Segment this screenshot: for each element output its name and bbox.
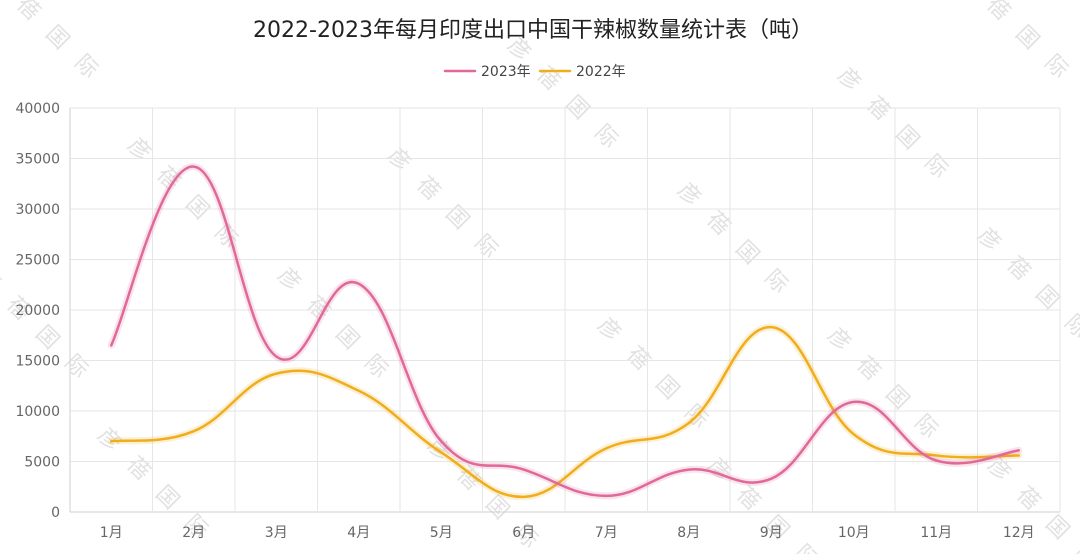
data-point[interactable] — [191, 164, 197, 170]
legend-label: 2022年 — [576, 64, 626, 80]
x-tick-label: 11月 — [920, 525, 952, 541]
data-point[interactable] — [521, 467, 527, 473]
x-tick-label: 8月 — [677, 525, 700, 541]
data-point[interactable] — [273, 353, 279, 359]
y-tick-label: 20000 — [15, 303, 60, 319]
x-tick-label: 4月 — [347, 525, 370, 541]
watermark-text: 彦 蓓 国 际 — [0, 0, 107, 88]
legend-label: 2023年 — [481, 64, 531, 80]
x-tick-label: 2月 — [182, 525, 205, 541]
data-point[interactable] — [851, 399, 857, 405]
watermark-text: 彦 蓓 国 际 — [672, 178, 796, 302]
x-tick-label: 1月 — [100, 525, 123, 541]
x-tick-label: 9月 — [760, 525, 783, 541]
watermark-text: 彦 蓓 国 际 — [972, 223, 1080, 347]
chart-title: 2022-2023年每月印度出口中国干辣椒数量统计表（吨） — [253, 18, 813, 43]
y-tick-label: 30000 — [15, 202, 60, 218]
series-line[interactable] — [110, 165, 1020, 498]
data-point[interactable] — [851, 431, 857, 437]
y-tick-label: 15000 — [15, 354, 60, 370]
y-tick-label: 40000 — [15, 101, 60, 117]
y-tick-label: 0 — [51, 505, 60, 521]
axis-layer: 0 5000 10000 15000 20000 25000 30000 35000 40000… — [15, 101, 1034, 541]
series-layer — [107, 163, 1023, 501]
x-tick-label: 6月 — [512, 525, 535, 541]
data-point[interactable] — [686, 420, 692, 426]
y-tick-label: 5000 — [24, 455, 60, 471]
data-point[interactable] — [603, 445, 609, 451]
series-line[interactable] — [110, 325, 1020, 499]
x-tick-label: 7月 — [595, 525, 618, 541]
x-tick-label: 3月 — [265, 525, 288, 541]
data-point[interactable] — [438, 449, 444, 455]
y-tick-label: 25000 — [15, 253, 60, 269]
legend[interactable]: 2023年 2022年 — [443, 64, 626, 80]
legend-item[interactable]: 2022年 — [538, 64, 626, 80]
data-point[interactable] — [1016, 447, 1022, 453]
watermark-text: 彦 蓓 国 际 — [952, 0, 1076, 88]
data-point[interactable] — [768, 324, 774, 330]
x-tick-label: 12月 — [1003, 525, 1035, 541]
x-tick-label: 10月 — [838, 525, 870, 541]
x-tick-label: 5月 — [430, 525, 453, 541]
data-point[interactable] — [273, 371, 279, 377]
data-point[interactable] — [521, 494, 527, 500]
grid-layer — [69, 107, 1061, 513]
data-point[interactable] — [438, 438, 444, 444]
watermark-text: 彦 蓓 国 际 — [382, 143, 506, 267]
y-tick-label: 35000 — [15, 152, 60, 168]
y-tick-label: 10000 — [15, 404, 60, 420]
data-point[interactable] — [356, 281, 362, 287]
data-point[interactable] — [768, 476, 774, 482]
data-point[interactable] — [108, 342, 114, 348]
data-point[interactable] — [686, 467, 692, 473]
data-point[interactable] — [356, 388, 362, 394]
data-point[interactable] — [191, 428, 197, 434]
watermark-text: 彦 蓓 国 际 — [822, 323, 946, 447]
data-point[interactable] — [108, 438, 114, 444]
data-point[interactable] — [933, 457, 939, 463]
data-point[interactable] — [603, 493, 609, 499]
legend-item[interactable]: 2023年 — [443, 64, 531, 80]
